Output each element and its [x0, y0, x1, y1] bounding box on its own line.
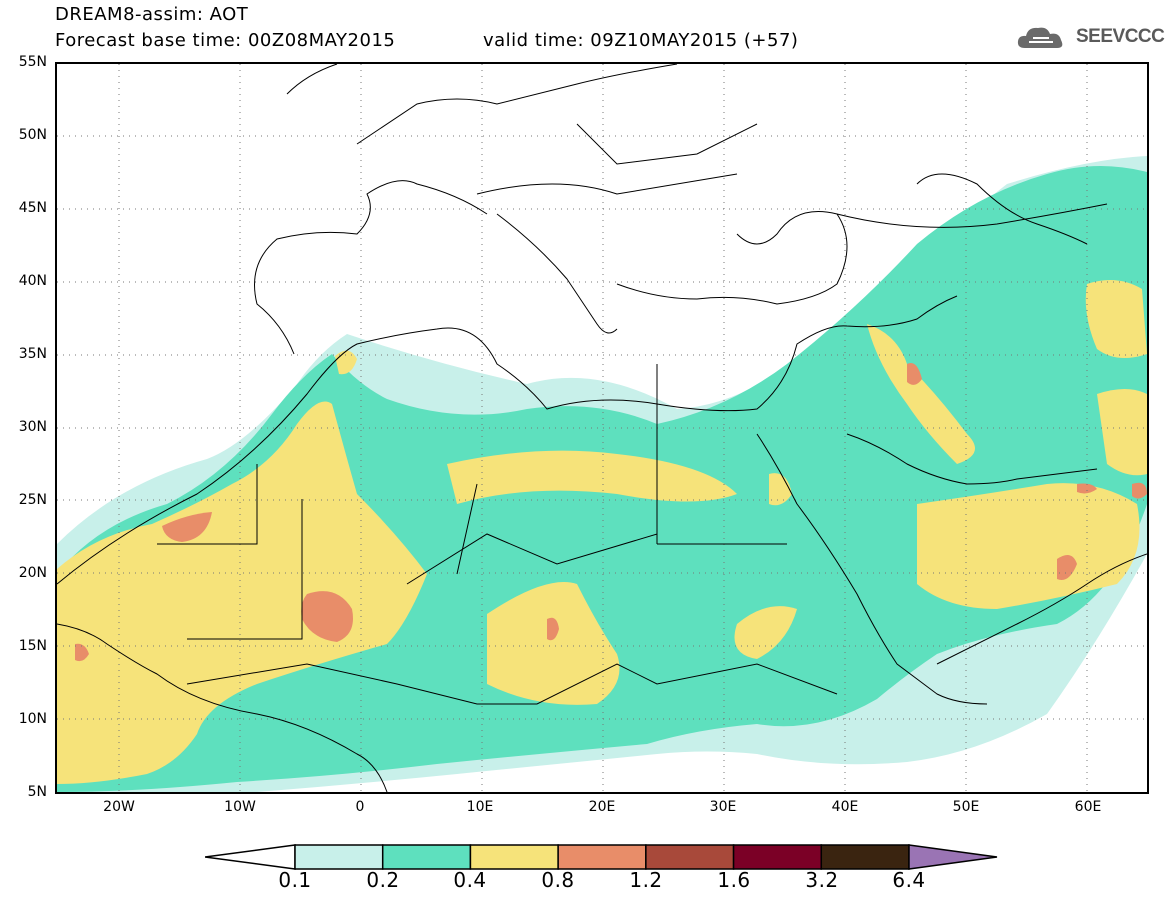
seevccc-logo: SEEVCCC	[1017, 24, 1165, 50]
lon-label: 60E	[1074, 799, 1102, 815]
colorbar-label: 6.4	[892, 868, 926, 892]
lon-label: 50E	[952, 799, 980, 815]
lon-label: 10W	[224, 799, 256, 815]
lat-label: 40N	[18, 273, 47, 289]
lon-label: 20W	[103, 799, 135, 815]
colorbar-label: 0.1	[278, 868, 312, 892]
lat-label: 30N	[18, 419, 47, 435]
lat-label: 45N	[18, 200, 47, 216]
colorbar-box	[381, 844, 472, 870]
lon-label: 0	[355, 799, 365, 815]
aot-band-0-4	[57, 280, 1147, 784]
forecast-base-time: Forecast base time: 00Z08MAY2015	[55, 30, 396, 51]
lat-label: 35N	[18, 346, 47, 362]
colorbar-right-arrow	[908, 844, 998, 870]
lon-label: 40E	[831, 799, 859, 815]
lat-label: 25N	[18, 492, 47, 508]
map-title: DREAM8-assim: AOT	[55, 4, 249, 25]
colorbar-box	[645, 844, 735, 870]
lat-label: 20N	[18, 565, 47, 581]
colorbar-boxes	[294, 844, 910, 870]
colorbar	[205, 844, 998, 870]
lon-label: 20E	[588, 799, 616, 815]
lat-label: 55N	[18, 54, 47, 70]
colorbar-box	[294, 844, 384, 870]
colorbar-label: 0.4	[453, 868, 487, 892]
map-canvas	[57, 64, 1147, 792]
colorbar-box	[469, 844, 559, 870]
lat-label: 10N	[18, 711, 47, 727]
lat-label: 15N	[18, 638, 47, 654]
valid-time: valid time: 09Z10MAY2015 (+57)	[483, 30, 799, 51]
colorbar-label: 0.8	[541, 868, 575, 892]
aot-band-0-8	[75, 363, 1147, 662]
colorbar-box	[820, 844, 910, 870]
lat-label: 5N	[27, 784, 47, 800]
aot-map	[55, 62, 1149, 794]
lat-label: 50N	[18, 127, 47, 143]
colorbar-label: 0.2	[366, 868, 400, 892]
colorbar-box	[557, 844, 647, 870]
lon-label: 10E	[466, 799, 494, 815]
lon-label: 30E	[709, 799, 737, 815]
cloud-icon	[1017, 27, 1063, 48]
colorbar-box	[732, 844, 823, 870]
colorbar-label: 1.6	[717, 868, 751, 892]
colorbar-left-arrow	[205, 844, 296, 870]
coastlines	[57, 64, 1147, 792]
colorbar-label: 1.2	[629, 868, 663, 892]
colorbar-label: 3.2	[805, 868, 839, 892]
logo-text: SEEVCCC	[1076, 26, 1165, 47]
